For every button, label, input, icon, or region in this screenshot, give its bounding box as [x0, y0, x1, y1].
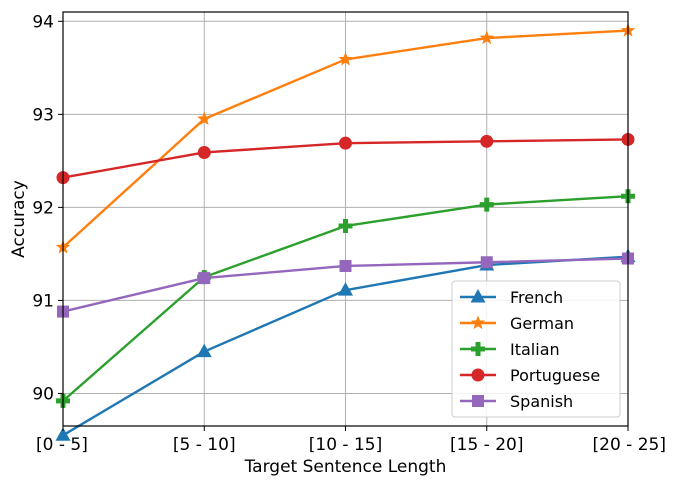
x-tick-label: [20 - 25] — [593, 435, 666, 455]
legend-box — [451, 280, 621, 418]
circle-marker — [197, 145, 211, 159]
triangle-marker — [470, 289, 486, 303]
y-tick-label: 91 — [32, 291, 54, 311]
legend-label: German — [510, 314, 574, 333]
square-marker — [472, 395, 484, 407]
legend-entry: Spanish — [460, 392, 573, 411]
legend-label: French — [510, 288, 563, 307]
square-marker — [480, 256, 493, 269]
legend-entry: French — [460, 288, 563, 307]
y-tick-label: 93 — [32, 105, 54, 125]
series-layer — [55, 23, 636, 441]
legend: French German Italian Portuguese Spanish — [451, 280, 621, 418]
circle-marker — [339, 136, 352, 150]
star-marker — [479, 30, 494, 45]
series-french — [55, 248, 636, 441]
star-marker — [197, 111, 212, 126]
triangle-marker — [338, 282, 353, 296]
y-tick-label: 94 — [32, 12, 54, 32]
x-tick-label: [10 - 15] — [309, 435, 382, 455]
legend-label: Italian — [510, 340, 560, 359]
square-marker — [198, 272, 211, 285]
x-tick-label: [0 - 5] — [36, 435, 88, 455]
legend-entry: Portuguese — [460, 366, 600, 385]
x-axis-title: Target Sentence Length — [244, 457, 447, 477]
star-marker — [470, 315, 486, 330]
legend-label: Portuguese — [510, 366, 600, 385]
y-tick-label: 92 — [32, 198, 54, 218]
plus-marker — [471, 342, 485, 356]
triangle-marker — [196, 343, 212, 358]
axis-ticks: [0 - 5] [5 - 10] [10 - 15] [15 - 20] [20 - 2… — [32, 12, 666, 455]
legend-entry: German — [460, 314, 574, 333]
circle-marker — [480, 134, 494, 148]
series-portuguese — [56, 132, 635, 185]
legend-label: Spanish — [510, 392, 573, 411]
plus-marker — [338, 218, 353, 233]
x-tick-label: [15 - 20] — [450, 435, 523, 455]
star-marker — [338, 51, 353, 66]
legend-entry: Italian — [460, 340, 560, 359]
plus-marker — [479, 197, 494, 212]
triangle-marker — [55, 427, 71, 441]
y-axis-title: Accuracy — [9, 180, 29, 258]
x-tick-label: [5 - 10] — [173, 435, 236, 455]
y-tick-label: 90 — [32, 384, 54, 404]
circle-marker — [471, 368, 485, 382]
square-marker — [339, 259, 352, 272]
